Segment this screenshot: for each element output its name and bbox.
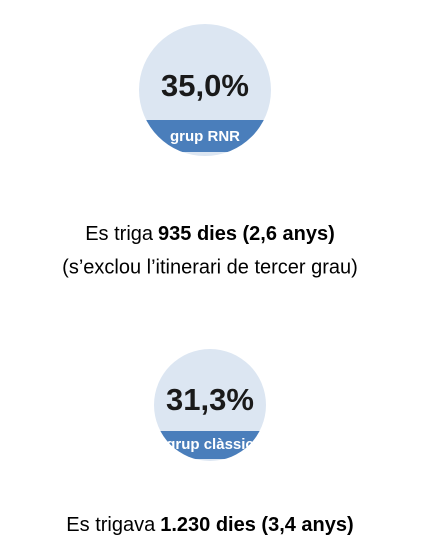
text-normal: Es triga [85,223,154,245]
percent: 31,3% [166,382,254,417]
percent: 35,0% [161,68,249,103]
text-bold: 935 dies (2,6 anys) [158,223,335,245]
text-normal: Es trigava [66,514,156,536]
badge-rnr: 35,0% grup RNR [139,24,271,156]
duration-line: Es triga 935 dies (2,6 anys) [85,223,335,245]
text-bold: 1.230 dies (3,4 anys) [160,514,353,536]
group-label: grup clàssic [166,436,254,453]
group-label: grup RNR [170,128,240,145]
badge-classic: 31,3% grup clàssic [154,349,266,461]
duration-line: Es trigava 1.230 dies (3,4 anys) [66,514,353,536]
note: (s’exclou l’itinerari de tercer grau) [62,256,358,278]
